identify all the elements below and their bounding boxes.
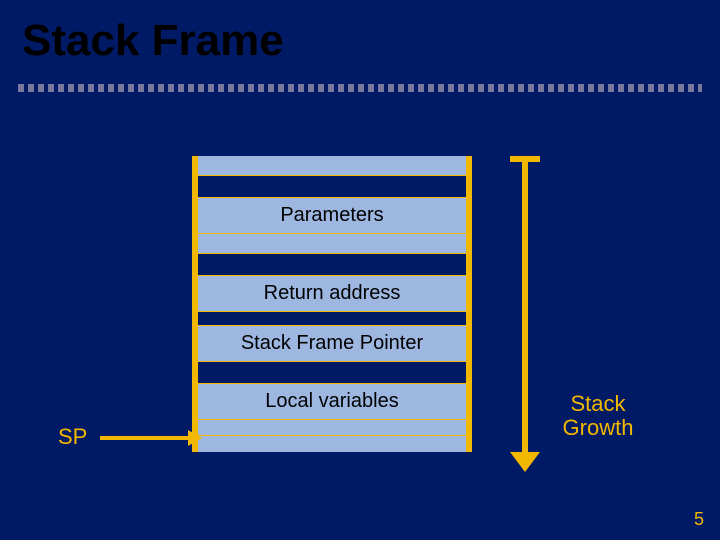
page-title: Stack Frame (22, 16, 284, 66)
stack-row-parameters: Parameters (198, 198, 466, 234)
stack-row-label: Parameters (280, 204, 383, 227)
stack-row-spacer (198, 176, 466, 198)
sp-arrow (100, 436, 190, 440)
stack-row-local-variables: Local variables (198, 384, 466, 420)
sp-label: SP (58, 424, 87, 450)
stack-row-label: Return address (264, 282, 401, 305)
stack-row-label: Stack Frame Pointer (241, 332, 423, 355)
title-underline (18, 84, 702, 92)
stack-row-return-address: Return address (198, 276, 466, 312)
stack-row-spacer (198, 420, 466, 436)
stack-row-label: Local variables (265, 390, 398, 413)
stack-growth-label: Stack Growth (548, 392, 648, 440)
stack-row-spacer (198, 234, 466, 254)
growth-line1: Stack (570, 391, 625, 416)
stack-row-spacer (198, 436, 466, 452)
stack-row-stack-frame-pointer: Stack Frame Pointer (198, 326, 466, 362)
page-number: 5 (694, 509, 704, 530)
stack-growth-arrow (510, 156, 540, 472)
stack-row-spacer (198, 362, 466, 384)
arrow-shaft (522, 162, 528, 452)
stack-row-spacer (198, 254, 466, 276)
stack-frame-box: Parameters Return address Stack Frame Poin… (192, 156, 472, 452)
stack-row-spacer (198, 156, 466, 176)
stack-row-spacer (198, 312, 466, 326)
arrow-head (510, 452, 540, 472)
growth-line2: Growth (563, 415, 634, 440)
